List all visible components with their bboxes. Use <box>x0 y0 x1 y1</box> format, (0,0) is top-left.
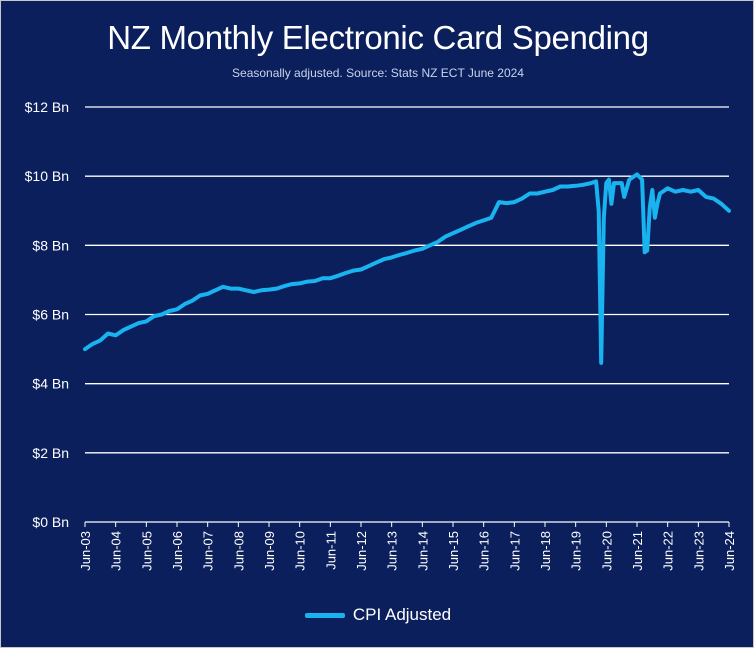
x-tick-label: Jun-17 <box>507 531 522 571</box>
line-chart: $0 Bn $2 Bn $4 Bn $6 Bn $8 Bn $10 Bn $12 Bn Ju… <box>25 99 737 571</box>
chart-subtitle: Seasonally adjusted. Source: Stats NZ EC… <box>232 66 524 80</box>
x-tick-label: Jun-12 <box>354 531 369 571</box>
x-tick-label: Jun-08 <box>231 531 246 571</box>
x-tick-label: Jun-03 <box>78 531 93 571</box>
y-axis-ticks: $0 Bn $2 Bn $4 Bn $6 Bn $8 Bn $10 Bn $12 Bn <box>25 99 69 530</box>
gridlines <box>85 106 729 523</box>
y-tick-label: $10 Bn <box>25 168 69 184</box>
series-group <box>83 172 731 365</box>
x-tick-label: Jun-13 <box>385 531 400 571</box>
x-tick-label: Jun-14 <box>415 531 430 571</box>
x-tick-label: Jun-06 <box>170 531 185 571</box>
y-tick-label: $6 Bn <box>32 307 69 323</box>
x-tick-label: Jun-21 <box>630 531 645 571</box>
x-tick-label: Jun-09 <box>262 531 277 571</box>
x-tick-label: Jun-04 <box>109 531 124 571</box>
x-tick-label: Jun-11 <box>323 531 338 570</box>
x-tick-label: Jun-10 <box>293 531 308 571</box>
x-tick-label: Jun-05 <box>139 531 154 571</box>
x-tick-label: Jun-24 <box>722 531 737 571</box>
legend-swatch <box>304 612 345 618</box>
x-tick-label: Jun-15 <box>446 531 461 571</box>
y-tick-label: $12 Bn <box>25 99 69 115</box>
x-tick-label: Jun-18 <box>538 531 553 571</box>
legend: CPI Adjusted <box>1 605 754 625</box>
chart-title: NZ Monthly Electronic Card Spending <box>107 19 649 56</box>
series-line-cpi-adjusted <box>83 172 731 365</box>
x-axis-ticks: Jun-03 Jun-04 Jun-05 Jun-06 Jun-07 Jun-08 Jun-… <box>78 522 737 571</box>
x-tick-label: Jun-07 <box>201 531 216 571</box>
x-tick-label: Jun-19 <box>569 531 584 571</box>
x-tick-label: Jun-20 <box>599 531 614 571</box>
y-tick-label: $2 Bn <box>32 445 69 461</box>
x-tick-label: Jun-23 <box>691 531 706 571</box>
legend-label: CPI Adjusted <box>352 605 452 624</box>
x-tick-label: Jun-22 <box>661 531 676 571</box>
y-tick-label: $4 Bn <box>32 376 69 392</box>
y-tick-label: $0 Bn <box>32 514 69 530</box>
y-tick-label: $8 Bn <box>32 237 69 253</box>
x-tick-label: Jun-16 <box>477 531 492 571</box>
